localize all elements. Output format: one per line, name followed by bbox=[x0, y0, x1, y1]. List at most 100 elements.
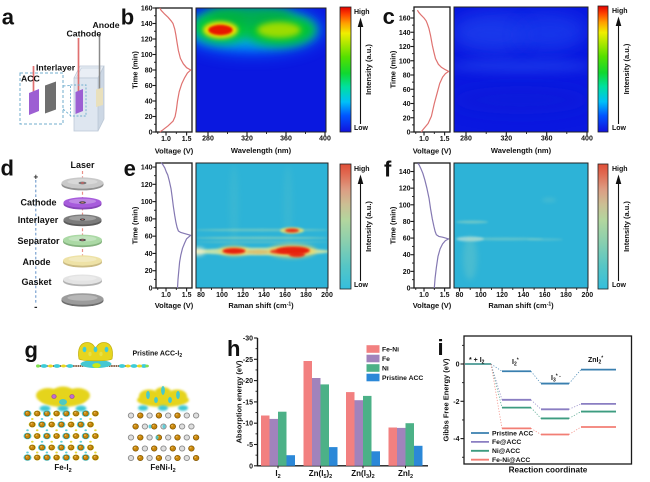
svg-text:Laser: Laser bbox=[70, 160, 95, 170]
svg-text:-25: -25 bbox=[243, 357, 253, 364]
svg-text:1.5: 1.5 bbox=[182, 136, 192, 143]
svg-text:160: 160 bbox=[141, 6, 153, 13]
svg-text:Intensity (a.u.): Intensity (a.u.) bbox=[622, 43, 631, 94]
svg-text:40: 40 bbox=[403, 101, 411, 108]
svg-text:Separator: Separator bbox=[17, 236, 60, 246]
svg-text:Time (min): Time (min) bbox=[389, 206, 398, 244]
svg-text:Fe-Ni@ACC: Fe-Ni@ACC bbox=[492, 457, 530, 464]
svg-text:140: 140 bbox=[258, 292, 270, 299]
svg-text:High: High bbox=[612, 8, 628, 15]
svg-text:100: 100 bbox=[141, 52, 153, 59]
svg-text:60: 60 bbox=[403, 87, 411, 94]
svg-text:Fe: Fe bbox=[382, 356, 390, 363]
svg-text:I2​: I2​ bbox=[275, 469, 280, 480]
svg-text:-10: -10 bbox=[243, 421, 253, 428]
svg-text:ZnI2*: ZnI2* bbox=[588, 355, 603, 365]
svg-text:Time (min): Time (min) bbox=[131, 206, 140, 244]
svg-text:1.5: 1.5 bbox=[440, 136, 450, 143]
svg-text:40: 40 bbox=[145, 251, 153, 258]
svg-text:1.5: 1.5 bbox=[182, 292, 192, 299]
svg-text:Fe@ACC: Fe@ACC bbox=[492, 439, 521, 446]
svg-text:140: 140 bbox=[399, 30, 411, 37]
svg-text:1.0: 1.0 bbox=[161, 292, 171, 299]
svg-text:120: 120 bbox=[496, 292, 508, 299]
svg-text:1.0: 1.0 bbox=[419, 292, 429, 299]
svg-text:80: 80 bbox=[145, 68, 153, 75]
svg-text:1.0: 1.0 bbox=[161, 136, 171, 143]
svg-text:-30: -30 bbox=[243, 336, 253, 343]
svg-text:-15: -15 bbox=[243, 399, 253, 406]
svg-text:160: 160 bbox=[399, 16, 411, 23]
svg-text:100: 100 bbox=[399, 202, 411, 209]
svg-text:80: 80 bbox=[197, 292, 205, 299]
svg-text:a: a bbox=[2, 4, 15, 29]
svg-text:60: 60 bbox=[145, 234, 153, 241]
svg-text:Low: Low bbox=[612, 125, 627, 132]
svg-text:180: 180 bbox=[300, 292, 312, 299]
svg-text:400: 400 bbox=[319, 136, 331, 143]
svg-text:Intensity (a.u.): Intensity (a.u.) bbox=[364, 44, 373, 95]
svg-text:0: 0 bbox=[249, 463, 253, 470]
svg-text:Wavelength (nm): Wavelength (nm) bbox=[231, 146, 292, 155]
svg-text:20: 20 bbox=[403, 115, 411, 122]
svg-text:-2: -2 bbox=[453, 399, 459, 406]
svg-text:Voltage (V): Voltage (V) bbox=[155, 301, 194, 310]
svg-text:20: 20 bbox=[145, 114, 153, 121]
svg-text:Pristine ACC: Pristine ACC bbox=[382, 375, 423, 382]
svg-text:Intensity (a.u.): Intensity (a.u.) bbox=[364, 201, 373, 252]
svg-text:Pristine ACC: Pristine ACC bbox=[492, 430, 533, 437]
svg-text:100: 100 bbox=[475, 292, 487, 299]
svg-text:Low: Low bbox=[354, 282, 369, 289]
svg-text:Raman shift (cm-1): Raman shift (cm-1) bbox=[488, 301, 554, 310]
svg-text:140: 140 bbox=[141, 165, 153, 172]
svg-text:80: 80 bbox=[403, 73, 411, 80]
svg-text:160: 160 bbox=[539, 292, 551, 299]
svg-text:I2*: I2* bbox=[512, 357, 519, 367]
svg-text:140: 140 bbox=[141, 21, 153, 28]
svg-text:120: 120 bbox=[399, 44, 411, 51]
svg-text:100: 100 bbox=[141, 199, 153, 206]
svg-text:High: High bbox=[354, 166, 370, 173]
svg-text:200: 200 bbox=[321, 292, 333, 299]
svg-text:Wavelength (nm): Wavelength (nm) bbox=[491, 146, 552, 155]
svg-text:High: High bbox=[354, 9, 370, 16]
svg-text:120: 120 bbox=[141, 37, 153, 44]
svg-text:360: 360 bbox=[541, 136, 553, 143]
svg-text:280: 280 bbox=[202, 136, 214, 143]
svg-text:Zn(I5​)2​: Zn(I5​)2​ bbox=[309, 469, 332, 480]
svg-text:100: 100 bbox=[399, 58, 411, 65]
svg-text:Voltage (V): Voltage (V) bbox=[413, 147, 452, 156]
svg-text:+: + bbox=[33, 173, 38, 182]
svg-text:Ni: Ni bbox=[382, 365, 389, 372]
svg-text:60: 60 bbox=[403, 236, 411, 243]
svg-text:0: 0 bbox=[149, 130, 153, 137]
svg-text:0: 0 bbox=[149, 286, 153, 293]
svg-text:400: 400 bbox=[581, 136, 593, 143]
svg-text:-4: -4 bbox=[453, 436, 459, 443]
svg-text:80: 80 bbox=[403, 219, 411, 226]
svg-text:Time (min): Time (min) bbox=[389, 50, 398, 88]
svg-text:-: - bbox=[34, 302, 37, 313]
svg-text:280: 280 bbox=[460, 136, 472, 143]
svg-text:e: e bbox=[124, 156, 136, 181]
svg-text:I3* -: I3* - bbox=[551, 373, 561, 383]
svg-text:c: c bbox=[383, 4, 395, 29]
svg-text:140: 140 bbox=[399, 169, 411, 176]
svg-text:200: 200 bbox=[581, 292, 593, 299]
svg-text:140: 140 bbox=[518, 292, 530, 299]
svg-text:Voltage (V): Voltage (V) bbox=[155, 147, 194, 156]
svg-text:Zn(I3​)2​: Zn(I3​)2​ bbox=[351, 469, 374, 480]
svg-text:h: h bbox=[227, 336, 240, 361]
svg-text:Gasket: Gasket bbox=[21, 277, 51, 287]
svg-text:Absorption energy (eV): Absorption energy (eV) bbox=[235, 360, 244, 443]
svg-text:Interlayer: Interlayer bbox=[18, 215, 59, 225]
svg-text:120: 120 bbox=[141, 182, 153, 189]
svg-text:Reaction coordinate: Reaction coordinate bbox=[509, 466, 588, 475]
svg-text:40: 40 bbox=[403, 252, 411, 259]
svg-text:100: 100 bbox=[216, 292, 228, 299]
svg-text:Low: Low bbox=[354, 125, 369, 132]
svg-text:0: 0 bbox=[407, 286, 411, 293]
svg-text:20: 20 bbox=[145, 268, 153, 275]
svg-text:Gibbs Free Energy (eV): Gibbs Free Energy (eV) bbox=[442, 358, 451, 441]
svg-text:Cathode: Cathode bbox=[67, 29, 102, 39]
